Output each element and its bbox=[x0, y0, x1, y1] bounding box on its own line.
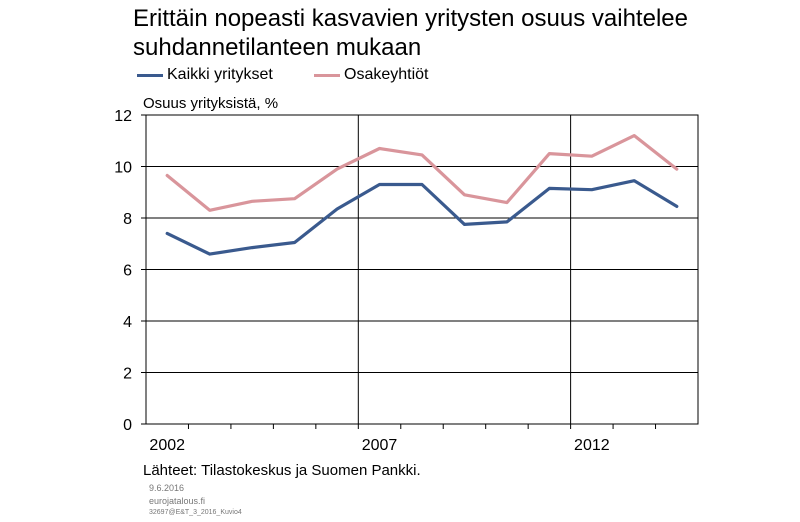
y-tick-label: 12 bbox=[114, 108, 132, 125]
publish-date: 9.6.2016 bbox=[149, 483, 185, 493]
site-name: eurojatalous.fi bbox=[149, 496, 206, 506]
y-tick-label: 4 bbox=[123, 314, 132, 331]
legend-label-osakeyhtiot: Osakeyhtiöt bbox=[344, 66, 429, 83]
chart-title: Erittäin nopeasti kasvavien yritysten os… bbox=[133, 5, 688, 61]
y-tick-label: 8 bbox=[123, 211, 132, 228]
legend-swatch-kaikki-yritykset bbox=[137, 74, 163, 77]
y-tick-label: 2 bbox=[123, 366, 132, 383]
source-note: Lähteet: Tilastokeskus ja Suomen Pankki. bbox=[143, 462, 421, 479]
x-tick-label: 2002 bbox=[149, 437, 185, 454]
x-tick-label: 2007 bbox=[362, 437, 398, 454]
series-line-kaikki-yritykset bbox=[165, 179, 679, 256]
chart-code: 32697@E&T_3_2016_Kuvio4 bbox=[149, 509, 242, 516]
y-tick-label: 6 bbox=[123, 263, 132, 280]
series-line-osakeyhti-t bbox=[165, 134, 679, 212]
y-tick-label: 10 bbox=[114, 160, 132, 177]
legend-label-kaikki-yritykset: Kaikki yritykset bbox=[167, 66, 273, 83]
y-axis-label: Osuus yrityksistä, % bbox=[143, 95, 279, 112]
x-tick-label: 2012 bbox=[574, 437, 610, 454]
y-tick-label: 0 bbox=[123, 417, 132, 434]
legend-swatch-osakeyhtiot bbox=[314, 74, 340, 77]
